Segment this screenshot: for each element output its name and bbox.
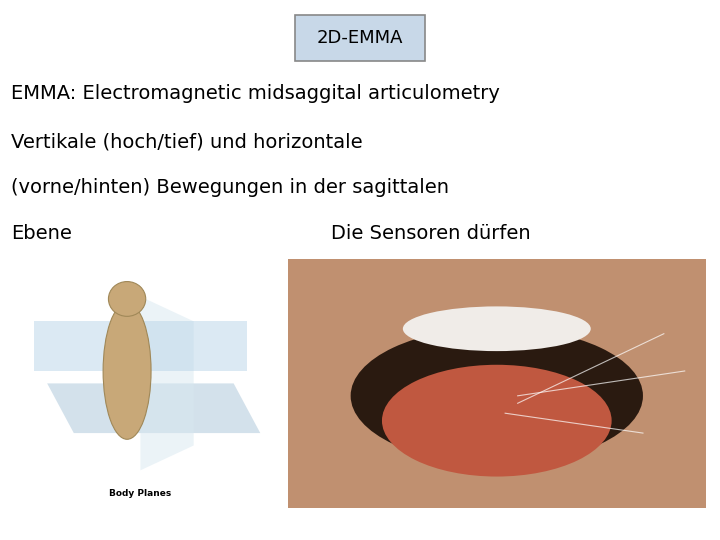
Text: EMMA: Electromagnetic midsaggital articulometry: EMMA: Electromagnetic midsaggital articu… (11, 84, 500, 103)
Polygon shape (48, 383, 261, 433)
FancyBboxPatch shape (295, 15, 425, 60)
Polygon shape (34, 321, 247, 371)
Text: 2D-EMMA: 2D-EMMA (317, 29, 403, 47)
Polygon shape (140, 296, 194, 470)
Text: Body Planes: Body Planes (109, 489, 171, 498)
Ellipse shape (403, 306, 590, 351)
Text: (vorne/hinten) Bewegungen in der sagittalen: (vorne/hinten) Bewegungen in der sagitta… (11, 178, 449, 197)
Ellipse shape (382, 365, 612, 477)
Circle shape (109, 281, 145, 316)
Ellipse shape (103, 302, 151, 440)
Text: aus der sagittalen: aus der sagittalen (331, 270, 507, 289)
Text: Vertikale (hoch/tief) und horizontale: Vertikale (hoch/tief) und horizontale (11, 132, 362, 151)
Text: Ebene nicht abweichen: Ebene nicht abweichen (331, 316, 558, 335)
Text: Die Sensoren dürfen: Die Sensoren dürfen (331, 224, 531, 243)
Text: Ebene: Ebene (11, 224, 72, 243)
Ellipse shape (351, 327, 643, 464)
